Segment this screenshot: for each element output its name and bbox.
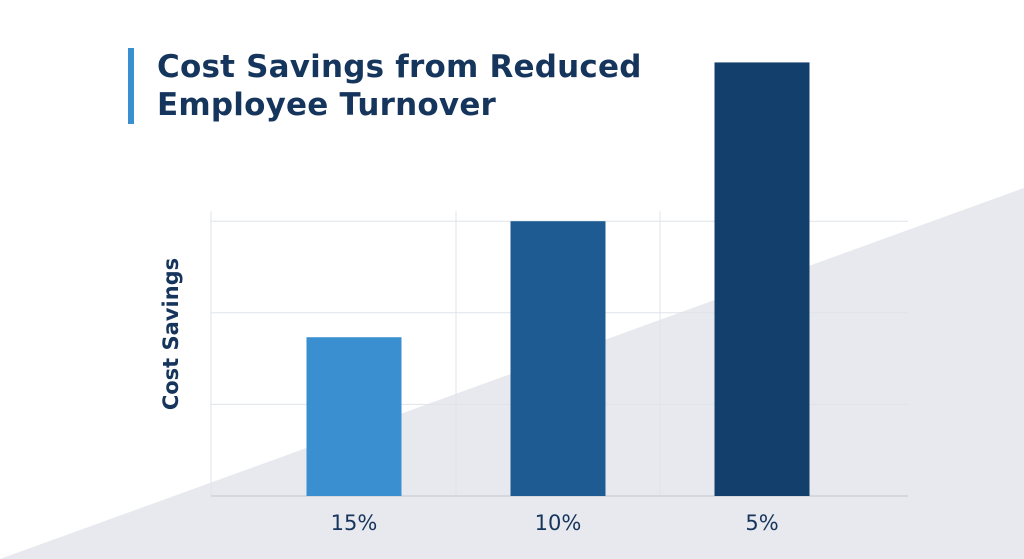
bar-1 [306, 337, 402, 496]
bar-layer [306, 62, 810, 496]
bar-2 [510, 221, 606, 496]
title-accent-bar [128, 48, 134, 124]
bar-3 [714, 62, 810, 496]
tick-label-layer: 15% 10% 5% [331, 511, 779, 535]
x-tick-label-2: 10% [535, 511, 582, 535]
x-tick-label-1: 15% [331, 511, 378, 535]
x-tick-label-3: 5% [745, 511, 778, 535]
y-axis-label: Cost Savings [159, 258, 183, 410]
chart-title: Cost Savings from Reduced Employee Turno… [157, 49, 642, 123]
